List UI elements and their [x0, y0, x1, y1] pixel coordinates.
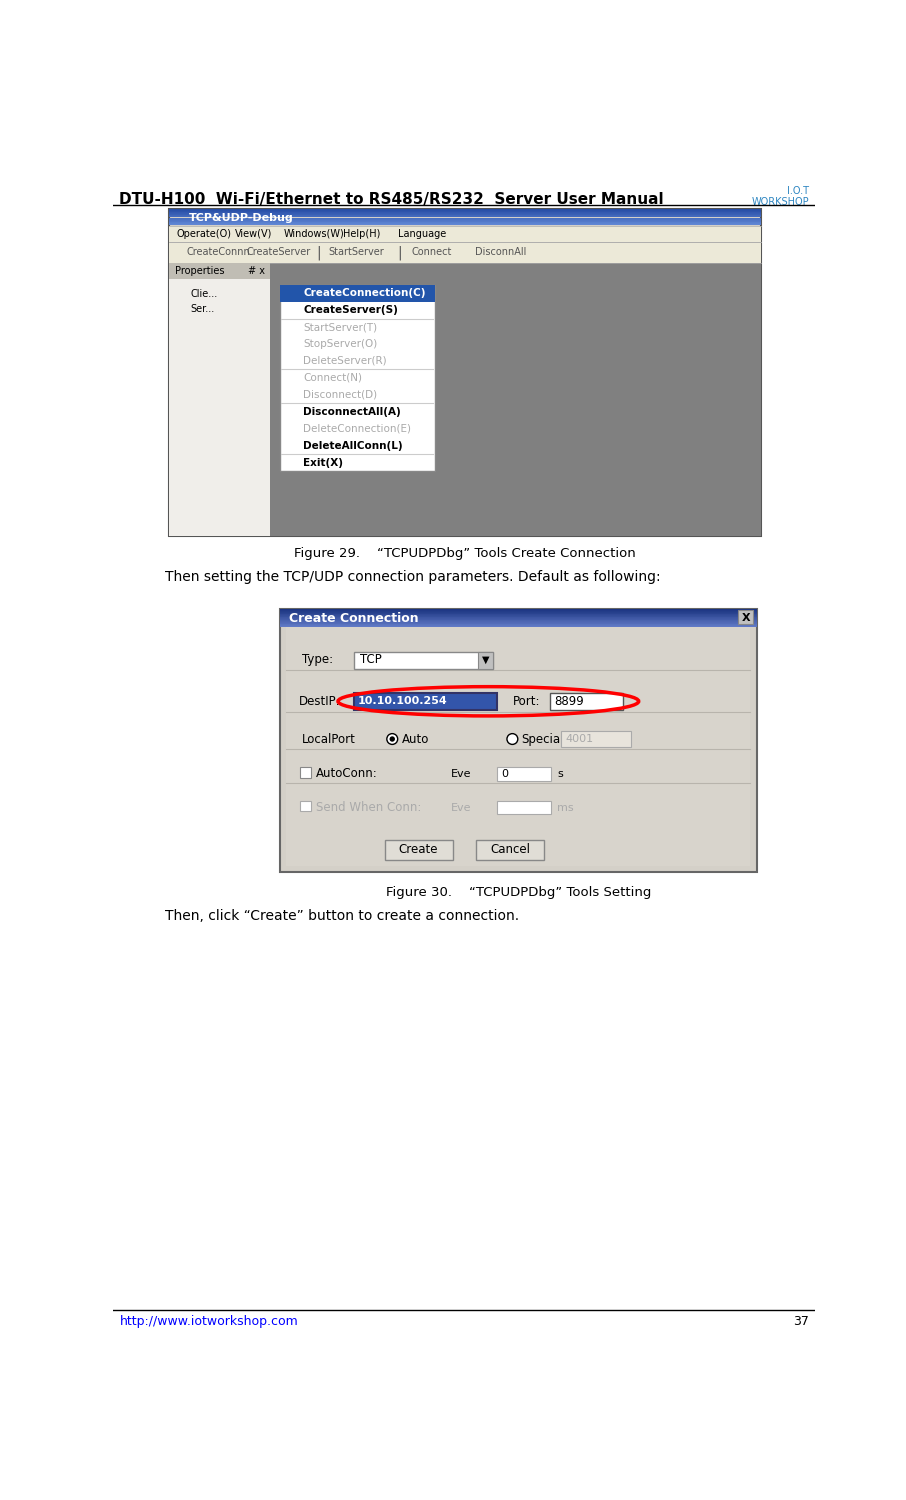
Bar	[384, 840, 453, 860]
Bar	[280, 285, 435, 471]
Text: Figure 29.    “TCPUDPDbg” Tools Create Connection: Figure 29. “TCPUDPDbg” Tools Create Conn…	[294, 548, 636, 561]
Text: View(V): View(V)	[235, 230, 273, 238]
Text: Connect: Connect	[411, 248, 452, 258]
Text: Properties: Properties	[175, 266, 225, 276]
Bar	[477, 652, 493, 669]
Bar	[169, 262, 270, 279]
Text: Create Connection: Create Connection	[289, 612, 419, 624]
Bar	[496, 801, 551, 814]
Text: DestIP:: DestIP:	[298, 694, 340, 708]
Text: StopServer(O): StopServer(O)	[304, 339, 378, 350]
Bar	[280, 609, 757, 871]
Text: ms: ms	[557, 802, 573, 813]
Bar	[561, 732, 631, 747]
Text: Then setting the TCP/UDP connection parameters. Default as following:: Then setting the TCP/UDP connection para…	[165, 570, 660, 585]
Text: StartServer(T): StartServer(T)	[304, 322, 377, 332]
Circle shape	[507, 734, 518, 744]
Text: Clie...: Clie...	[191, 290, 218, 298]
Text: 37: 37	[794, 1316, 809, 1328]
Text: CreateConnection(C): CreateConnection(C)	[304, 288, 426, 298]
Bar	[737, 610, 754, 624]
Text: 4001: 4001	[565, 734, 593, 744]
Text: Help(H): Help(H)	[343, 230, 381, 238]
Text: TCP&UDP-Debug: TCP&UDP-Debug	[188, 213, 294, 222]
Text: I.O.T
WORKSHOP: I.O.T WORKSHOP	[752, 186, 809, 207]
Text: Then, click “Create” button to create a connection.: Then, click “Create” button to create a …	[165, 909, 519, 922]
Bar	[550, 693, 623, 709]
Text: Ser...: Ser...	[191, 304, 215, 315]
Bar	[169, 210, 761, 536]
Text: Connect(N): Connect(N)	[304, 374, 362, 382]
Text: Figure 30.    “TCPUDPDbg” Tools Setting: Figure 30. “TCPUDPDbg” Tools Setting	[385, 886, 651, 898]
Circle shape	[387, 734, 398, 744]
Bar	[169, 262, 270, 536]
Text: |: |	[398, 244, 402, 260]
Text: DeleteConnection(E): DeleteConnection(E)	[304, 423, 411, 433]
Text: TCP: TCP	[360, 652, 381, 666]
Text: http://www.iotworkshop.com: http://www.iotworkshop.com	[120, 1316, 298, 1328]
Bar	[169, 226, 761, 242]
Bar	[300, 766, 311, 777]
Text: |: |	[316, 244, 321, 260]
Text: s: s	[557, 768, 563, 778]
Text: Windows(W): Windows(W)	[284, 230, 344, 238]
Bar	[353, 693, 496, 709]
Text: Cancel: Cancel	[490, 843, 530, 855]
Text: AutoConn:: AutoConn:	[315, 766, 377, 780]
Text: Disconnect(D): Disconnect(D)	[304, 390, 377, 400]
Text: ▼: ▼	[481, 654, 489, 664]
Bar	[280, 285, 435, 302]
Text: Port:: Port:	[513, 694, 540, 708]
Text: DeleteServer(R): DeleteServer(R)	[304, 356, 387, 366]
Text: 8899: 8899	[554, 694, 584, 708]
Text: DTU-H100  Wi-Fi/Ethernet to RS485/RS232  Server User Manual: DTU-H100 Wi-Fi/Ethernet to RS485/RS232 S…	[120, 192, 664, 207]
Text: X: X	[741, 614, 750, 622]
Text: Specia: Specia	[522, 732, 561, 746]
Text: # x: # x	[248, 266, 265, 276]
Text: Type:: Type:	[302, 652, 333, 666]
Bar	[476, 840, 545, 860]
Text: CreateConnn: CreateConnn	[186, 248, 250, 258]
Text: CreateServer: CreateServer	[246, 248, 311, 258]
Text: DeleteAllConn(L): DeleteAllConn(L)	[304, 441, 403, 450]
Text: Create: Create	[399, 843, 439, 855]
Text: LocalPort: LocalPort	[302, 732, 355, 746]
Bar	[496, 766, 551, 780]
Text: Eve: Eve	[450, 802, 471, 813]
Circle shape	[390, 736, 395, 741]
Text: 0: 0	[501, 768, 507, 778]
Text: StartServer: StartServer	[328, 248, 383, 258]
Bar	[353, 652, 493, 669]
Text: Auto: Auto	[401, 732, 429, 746]
Bar	[286, 627, 750, 866]
Bar	[169, 242, 761, 262]
Bar	[300, 801, 311, 812]
Text: Send When Conn:: Send When Conn:	[315, 801, 421, 814]
Text: Operate(O): Operate(O)	[177, 230, 232, 238]
Text: Language: Language	[398, 230, 446, 238]
Text: Eve: Eve	[450, 768, 471, 778]
Text: 10.10.100.254: 10.10.100.254	[358, 696, 448, 706]
Text: CreateServer(S): CreateServer(S)	[304, 304, 398, 315]
Bar	[270, 262, 761, 536]
Text: Exit(X): Exit(X)	[304, 458, 343, 468]
Text: DisconnAll: DisconnAll	[475, 248, 526, 258]
Text: DisconnectAll(A): DisconnectAll(A)	[304, 406, 400, 417]
